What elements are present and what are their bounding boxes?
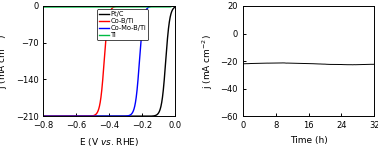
Line: Ti: Ti [43,6,175,7]
Pt/C [56,115,61,117]
Co-B/Ti [92,115,96,116]
Pt/C [92,115,96,117]
Ti [171,5,175,7]
Ti [98,6,102,8]
Pt/C [173,6,178,8]
Co-Mo-B/Ti [41,115,46,117]
Line: Co-Mo-B/Ti: Co-Mo-B/Ti [43,6,175,116]
Co-Mo-B/Ti [98,115,102,117]
Co-Mo-B/Ti [171,5,175,7]
Pt/C [41,115,46,117]
Line: Co-B/Ti: Co-B/Ti [43,6,175,116]
Co-B/Ti [98,103,102,105]
Ti [64,6,69,8]
Co-Mo-B/Ti [56,115,61,117]
Co-Mo-B/Ti [173,5,178,7]
Pt/C [171,8,175,10]
Pt/C [64,115,69,117]
Co-Mo-B/Ti [64,115,69,117]
Legend: Pt/C, Co-B/Ti, Co-Mo-B/Ti, Ti: Pt/C, Co-B/Ti, Co-Mo-B/Ti, Ti [97,9,149,40]
X-axis label: E (V $\it{vs}$. RHE): E (V $\it{vs}$. RHE) [79,136,139,148]
Ti [173,5,178,7]
Co-B/Ti [173,5,178,7]
Co-B/Ti [41,115,46,117]
Y-axis label: j (mA cm$^{-2}$): j (mA cm$^{-2}$) [200,34,215,89]
Co-Mo-B/Ti [156,5,161,7]
X-axis label: Time (h): Time (h) [290,136,327,145]
Ti [56,6,61,8]
Line: Pt/C: Pt/C [43,7,175,116]
Ti [92,6,96,8]
Ti [41,6,46,8]
Co-B/Ti [156,5,161,7]
Co-B/Ti [171,5,175,7]
Co-B/Ti [56,115,61,117]
Co-Mo-B/Ti [92,115,96,117]
Pt/C [156,112,161,114]
Ti [156,6,161,8]
Y-axis label: j (mA cm$^{-2}$): j (mA cm$^{-2}$) [0,34,10,89]
Pt/C [98,115,102,117]
Co-B/Ti [64,115,69,117]
